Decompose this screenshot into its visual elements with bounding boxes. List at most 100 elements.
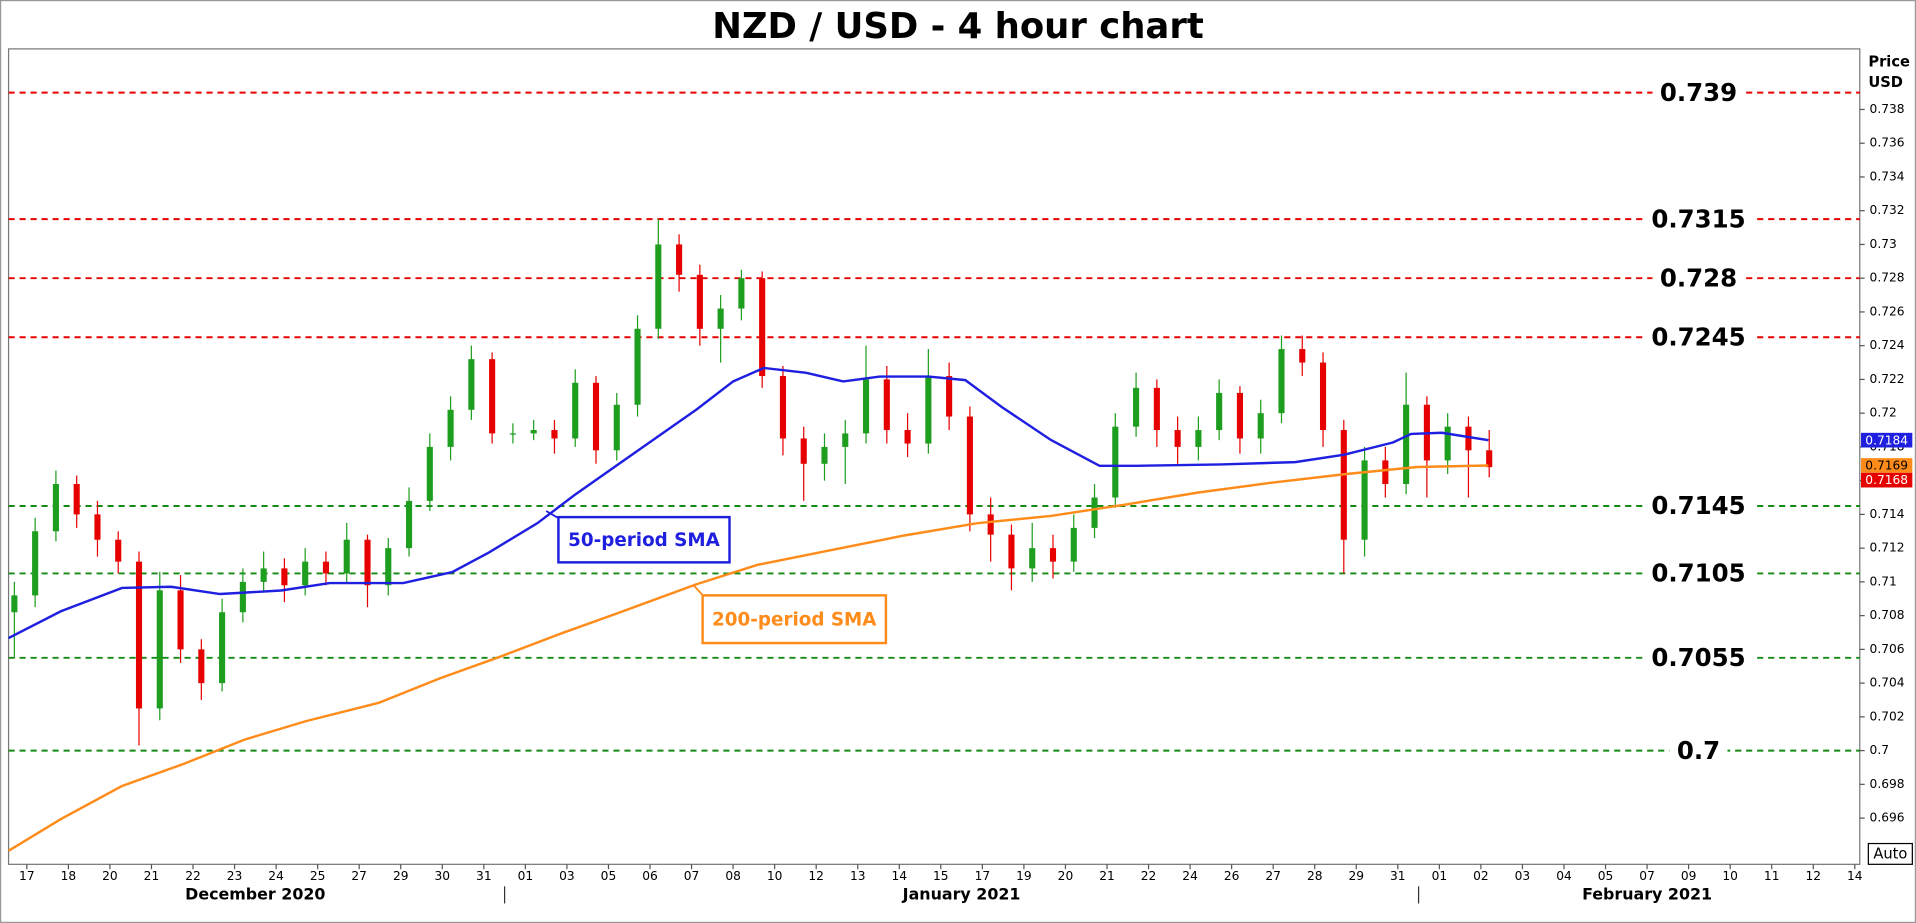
candle-body [260,568,267,582]
x-tick-label: 06 [642,869,658,883]
candle-body [94,514,101,540]
x-tick-label: 29 [1348,869,1364,883]
y-tick-label: 0.696 [1870,811,1905,825]
candle-body [1112,426,1119,498]
x-tick-label: 22 [185,869,201,883]
annotation-box [701,594,888,645]
candle-body [717,308,724,329]
x-tick-label: 07 [684,869,700,883]
price-tag-bg [1861,432,1913,448]
candle-body [1174,430,1181,447]
y-tick-label: 0.722 [1870,372,1905,386]
x-tick-label: 12 [1805,869,1821,883]
candle-body [1153,387,1160,431]
x-tick-label: 07 [1639,869,1655,883]
scale-mode-box[interactable] [1867,842,1913,865]
candle-body [156,590,163,709]
y-axis-label: USD [1868,74,1903,91]
x-tick-label: 18 [61,869,77,883]
candle-body [946,376,953,417]
level-label-bg [1644,489,1753,522]
x-tick-label: 25 [310,869,326,883]
x-tick-label: 02 [1473,869,1489,883]
x-tick-label: 10 [767,869,783,883]
scale-mode[interactable]: Auto [1873,846,1907,863]
y-tick-label: 0.708 [1870,608,1905,622]
candle-body [1299,349,1306,363]
candle-body [1049,548,1057,562]
level-label: 0.7145 [1651,491,1745,520]
candle-body [1070,527,1077,562]
candle-body [1361,460,1368,540]
candle-body [925,376,932,444]
y-tick-label: 0.726 [1870,304,1905,318]
y-tick-label: 0.704 [1870,676,1905,690]
candle-body [842,433,849,447]
x-tick-label: 04 [1556,869,1572,883]
y-tick-label: 0.73 [1870,237,1897,251]
level-label-bg [1644,321,1753,353]
candle-body [592,382,600,451]
candle-body [302,561,309,586]
candle-body [219,612,226,684]
candle-body [676,244,683,275]
x-tick-label: 22 [1141,869,1157,883]
x-tick-label: 20 [1058,869,1074,883]
y-tick-label: 0.714 [1870,507,1905,521]
candle-body [1257,413,1264,439]
candle-body [1403,404,1410,485]
candle-body [385,548,392,586]
candle-body [198,649,205,684]
price-tag: 0.7168 [1865,473,1908,487]
candle-body [779,376,787,439]
x-tick-label: 21 [1099,869,1115,883]
candle-body [1195,430,1202,447]
sma-line [7,464,1489,852]
candle-body [821,446,828,464]
legend-label: 200-period SMA [712,609,877,630]
candle-body [468,359,475,410]
level-label-bg [1644,203,1753,235]
month-label: January 2021 [902,884,1021,903]
candle-body [1236,392,1243,439]
level-label: 0.7105 [1651,559,1745,588]
candle-body [11,595,18,613]
level-label: 0.7315 [1651,204,1745,233]
x-tick-label: 30 [435,869,451,883]
y-tick-label: 0.736 [1870,136,1905,150]
candle-body [966,416,973,515]
candle-body [364,539,371,586]
candle-body [239,581,246,613]
level-label-group: 0.7055 [1644,641,1753,674]
chart-title: NZD / USD - 4 hour chart [712,6,1204,47]
y-tick-label: 0.712 [1870,541,1905,555]
level-label: 0.728 [1660,263,1737,292]
candle-body [177,590,184,650]
y-tick-label: 0.71 [1870,574,1897,588]
x-tick-label: 03 [559,869,575,883]
candle-body [405,500,413,549]
candle-body [862,379,870,434]
candle-body [32,531,39,596]
y-tick-label: 0.728 [1870,271,1905,285]
level-label-bg [1644,557,1753,589]
candle-body [426,446,433,501]
candle-body [322,561,330,574]
month-label: December 2020 [185,884,325,903]
candle-body [1444,426,1451,461]
x-tick-label: 05 [1598,869,1614,883]
candle-body [1465,426,1472,451]
x-tick-label: 14 [891,869,907,883]
x-tick-label: 27 [1265,869,1281,883]
x-tick-label: 21 [144,869,160,883]
x-tick-label: 23 [227,869,243,883]
level-label-group: 0.739 [1652,76,1745,109]
candle-body [530,430,537,434]
x-tick-label: 17 [19,869,35,883]
y-tick-label: 0.732 [1870,203,1905,217]
level-label-group: 0.7105 [1644,557,1753,589]
level-label: 0.7 [1677,736,1720,765]
x-tick-label: 15 [933,869,949,883]
candle-body [883,379,890,431]
